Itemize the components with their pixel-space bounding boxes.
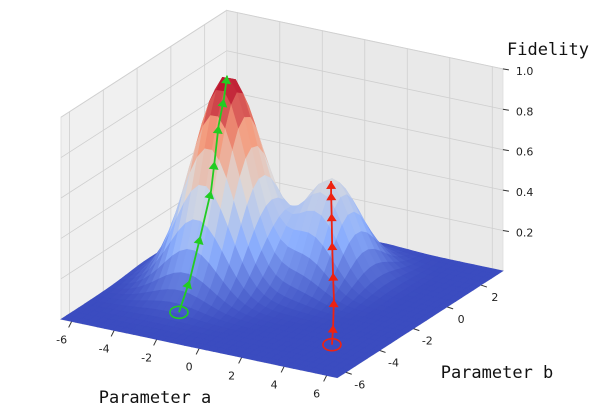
grid-line [226,131,503,191]
grid-line [226,9,503,70]
x-tick [195,348,200,355]
z-tick [502,149,509,152]
trajectory-point [212,125,223,134]
x-tick [110,330,115,337]
trajectory-point [193,236,204,245]
x-tick-label: 6 [313,387,320,400]
trajectory-point [326,181,337,189]
trajectory-point [326,213,337,222]
trajectory-point [328,272,339,281]
z-tick [502,229,509,232]
z-tick-label: 1.0 [516,65,534,78]
labels: Parameter a Parameter b Fidelity [99,40,589,408]
y-tick [379,349,386,353]
y-tick-label: -6 [354,378,365,391]
x-tick [238,357,243,364]
trajectory-point [208,161,219,170]
x-tick-label: -6 [56,333,67,346]
x-tick [68,321,73,328]
z-tick [502,108,509,111]
z-tick-label: 0.2 [516,226,534,239]
trajectory-point [204,190,215,200]
x-tick [153,339,158,346]
trajectory-point [328,299,339,308]
x-tick-label: 0 [186,360,193,373]
x-tick-label: 4 [271,378,278,391]
y-tick-label: -4 [388,356,399,369]
z-tick-label: 0.8 [516,105,534,118]
y-tick-label: 0 [458,313,465,326]
surface-patch [329,371,344,379]
y-tick-label: -2 [422,335,433,348]
trajectories [169,75,342,352]
y-tick [446,306,454,310]
trajectory-point [217,98,228,108]
trajectory-point [182,280,192,290]
grid-line [226,50,503,110]
x-tick-label: -2 [141,351,152,364]
trajectory-point [327,324,338,333]
x-tick-label: -4 [99,342,110,355]
grid-line [60,50,227,158]
start-marker [169,305,189,320]
y-tick [413,328,420,332]
z-tick-label: 0.4 [516,186,534,199]
trajectory-point [326,192,337,201]
y-tick [480,284,488,288]
grid-line [60,10,227,118]
trajectory-point [327,242,338,251]
grid-line [226,90,503,151]
grid-line [60,90,227,199]
surface [60,77,504,379]
z-axis-label: Fidelity [507,40,589,60]
x-axis-label: Parameter a [99,388,212,408]
y-axis-label: Parameter b [441,363,554,383]
z-tick-label: 0.6 [516,146,534,159]
x-tick-label: 2 [228,369,235,382]
x-tick [280,366,285,373]
trajectory-point [221,75,231,85]
y-tick-label: 2 [491,291,498,304]
x-tick [323,375,328,382]
y-tick [345,371,352,375]
z-tick [502,68,509,71]
z-tick [502,189,509,192]
